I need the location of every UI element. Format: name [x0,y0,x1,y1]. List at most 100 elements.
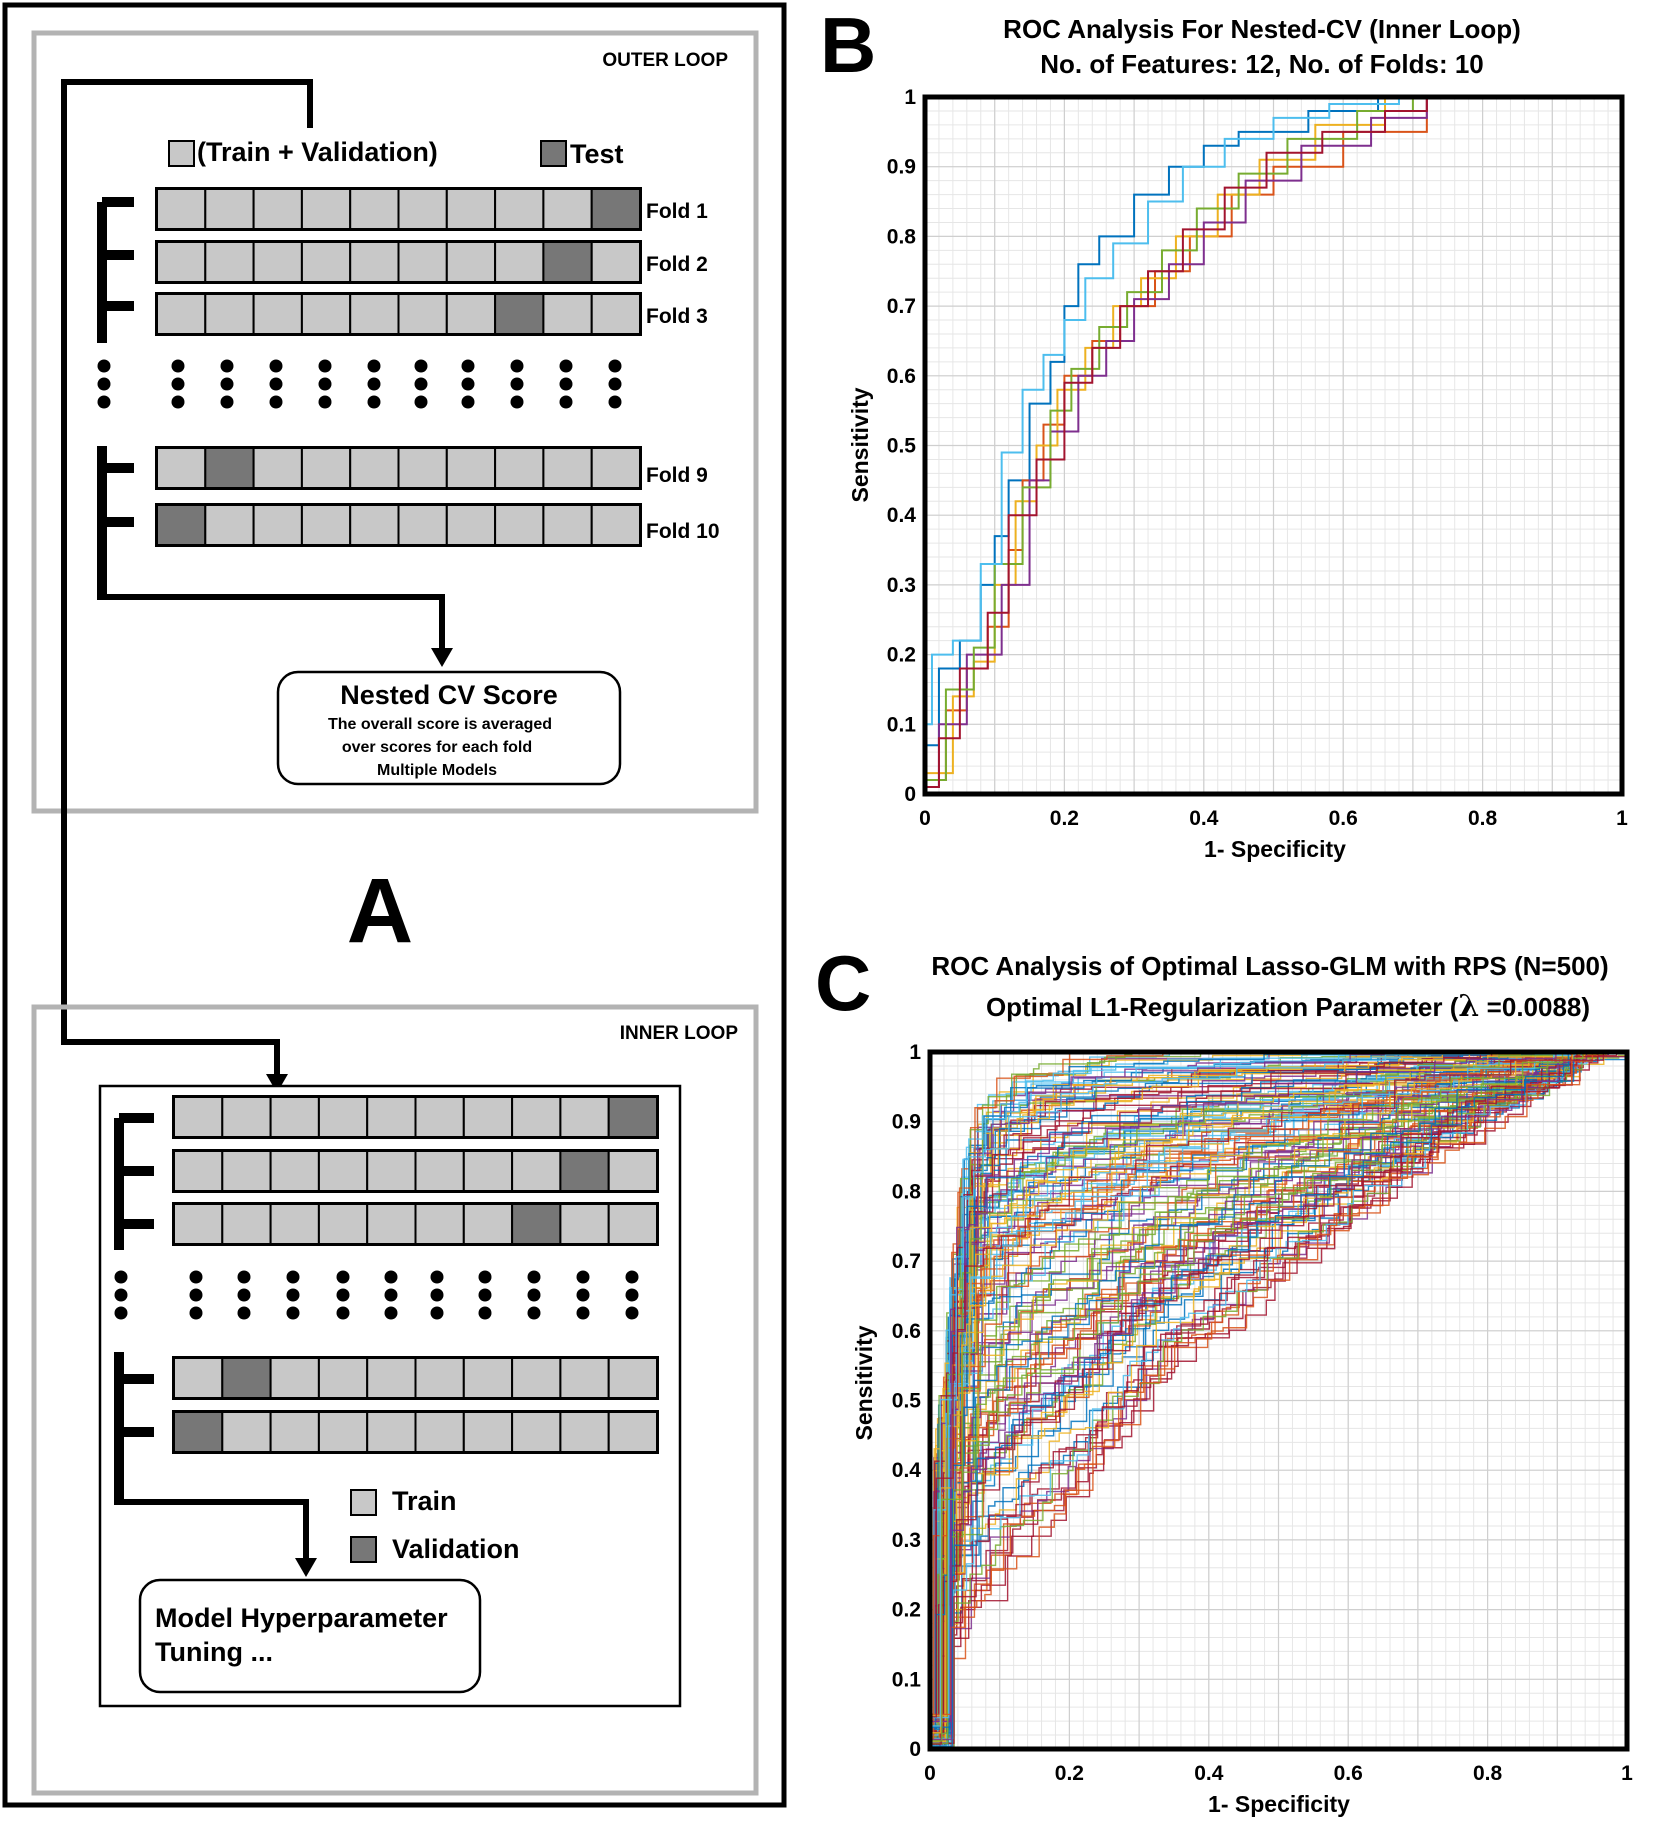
train-cell [156,293,207,335]
inner-dot [478,1270,492,1284]
outer-dot [367,377,381,391]
chart-c-roc-series-118 [930,1052,1627,1716]
train-cell [559,1357,610,1399]
inner-loop-label: INNER LOOP [620,1023,739,1044]
train-cell [414,1096,465,1138]
inner-dot [625,1270,639,1284]
train-cell [317,1357,369,1399]
inner-dot [430,1288,444,1302]
test-cell [511,1203,562,1245]
train-cell [511,1096,562,1138]
train-cell [252,293,303,335]
train-cell [349,293,400,335]
train-cell [607,1203,659,1245]
panel-a-border [2,2,787,1808]
chart1-y-tick-label: 0.1 [892,1668,922,1691]
train-cell [300,188,352,230]
inner-dot [189,1270,203,1284]
tuning-line-2: Tuning ... [155,1637,273,1667]
chart-b-roc-series-5 [925,97,1622,782]
train-cell [607,1357,659,1399]
outer-dot [461,377,475,391]
inner-dot [384,1306,398,1320]
outer-dot [220,359,234,373]
inner-dot [576,1306,590,1320]
outer-dot [220,395,234,409]
train-cell [317,1150,369,1192]
outer-fold-row-4 [155,446,642,490]
outer-fold-row-5 [155,503,642,547]
chart-c-ticks: 0 0.2 0.4 0.6 0.8 1 0 0.1 0.2 0.3 0.4 0.5 0.6 0.7 0.8 0… [892,1041,1633,1785]
train-cell [494,241,545,283]
train-cell [366,1096,417,1138]
chart-c-xlabel: 1- Specificity [1208,1791,1350,1817]
chart-c-roc-series-31 [930,1052,1627,1741]
train-cell [511,1357,562,1399]
test-cell [173,1411,224,1453]
train-cell [397,447,448,489]
train-cell [156,447,207,489]
train-cell [366,1203,417,1245]
chart-c-roc-series-88 [930,1052,1627,1749]
inner-dot [336,1288,350,1302]
chart-b-roc-series-6 [925,97,1622,726]
train-cell [462,1357,514,1399]
inner-fold-row-4 [172,1356,659,1400]
train-cell [221,1150,272,1192]
outer-loop-box [31,30,759,814]
inner-dot [527,1270,541,1284]
tuning-connector [119,1499,309,1560]
train-cell [414,1203,465,1245]
train-cell [269,1411,320,1453]
fold-3-label: Fold 3 [646,305,708,328]
outer-dot [367,359,381,373]
nested-cv-score-box [276,670,622,786]
inner-dot [576,1288,590,1302]
outer-dot [318,395,332,409]
chart1-y-tick-label: 0.8 [892,1180,922,1203]
chart-b-ylabel: Sensitivity [847,387,873,502]
chart-c-roc-series-137 [930,1052,1627,1741]
chart-c-series [930,1052,1627,1749]
panel-a: OUTER LOOP (Train + Validation) Test Fol… [2,2,787,1808]
outer-dot [367,395,381,409]
inner-dot [189,1306,203,1320]
train-cell [269,1096,320,1138]
test-cell [204,447,255,489]
chart-c-roc-series-135 [930,1052,1627,1716]
outer-dot [220,377,234,391]
chart1-y-tick-label: 0.6 [892,1320,921,1343]
chart-c-roc-series-136 [930,1052,1627,1734]
train-cell [445,241,497,283]
train-cell [300,504,352,546]
train-cell [204,504,255,546]
inner-dot [237,1306,251,1320]
train-cell [462,1203,514,1245]
train-cell [156,241,207,283]
inner-dot [430,1270,444,1284]
inner-dot [237,1288,251,1302]
chart-c-subtitle-suffix: =0.0088) [1479,992,1590,1022]
chart-c-roc-series-127 [930,1052,1627,1730]
outer-dot [608,377,622,391]
train-cell [397,504,448,546]
inner-dot [286,1270,300,1284]
outer-dot [414,359,428,373]
train-cell [494,504,545,546]
legend-validation-label: Validation [392,1534,520,1564]
train-cell [511,1411,562,1453]
outer-dot [269,377,283,391]
outer-dot [97,395,111,409]
train-cell [445,293,497,335]
outer-dot [97,359,111,373]
chart-b-xlabel: 1- Specificity [1204,836,1346,862]
chart-c-roc-series-111 [930,1052,1627,1740]
chart-c-roc-series-129 [930,1052,1627,1717]
train-cell [542,504,593,546]
train-cell [204,293,255,335]
chart1-y-tick-label: 0 [909,1738,921,1761]
train-cell [156,188,207,230]
chart0-y-tick-label: 0.6 [887,365,916,388]
test-cell [221,1357,272,1399]
legend-train-swatch [350,1489,377,1516]
